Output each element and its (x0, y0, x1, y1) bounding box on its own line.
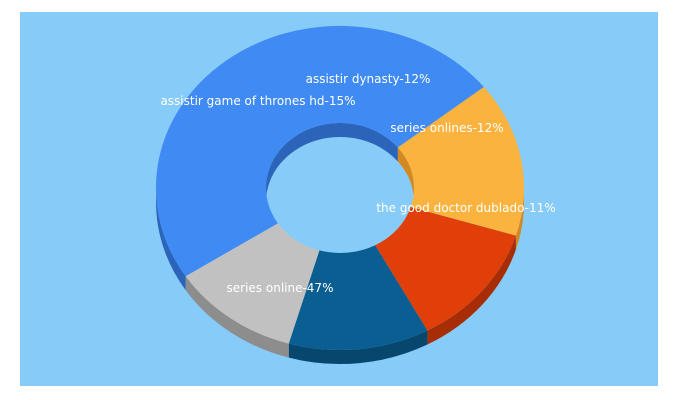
slice-outer-wall (156, 188, 186, 291)
pie-slice[interactable] (185, 223, 320, 344)
donut-top-faces (155, 25, 524, 351)
slice-outer-wall (427, 235, 516, 345)
chart-panel: series online-47% assistir game of throne… (20, 12, 658, 386)
slice-label: assistir dynasty-12% (306, 72, 431, 86)
slice-inner-wall (266, 123, 398, 202)
pie-slice[interactable] (288, 245, 428, 351)
pie-slice[interactable] (375, 207, 516, 331)
slice-outer-wall (185, 276, 289, 358)
slice-label: series online-47% (227, 281, 334, 295)
donut-side-walls (156, 123, 524, 365)
slice-outer-wall (288, 330, 428, 365)
slice-label: the good doctor dublado-11% (376, 201, 555, 215)
donut-chart: series online-47% assistir game of throne… (20, 12, 658, 386)
slice-inner-wall (397, 147, 414, 202)
pie-slice[interactable] (155, 25, 484, 277)
slice-labels: series online-47% assistir game of throne… (160, 72, 555, 295)
slice-outer-wall (515, 188, 524, 250)
slice-label: assistir game of thrones hd-15% (160, 94, 355, 108)
slice-label: series onlines-12% (390, 121, 503, 135)
pie-slice[interactable] (397, 87, 524, 236)
